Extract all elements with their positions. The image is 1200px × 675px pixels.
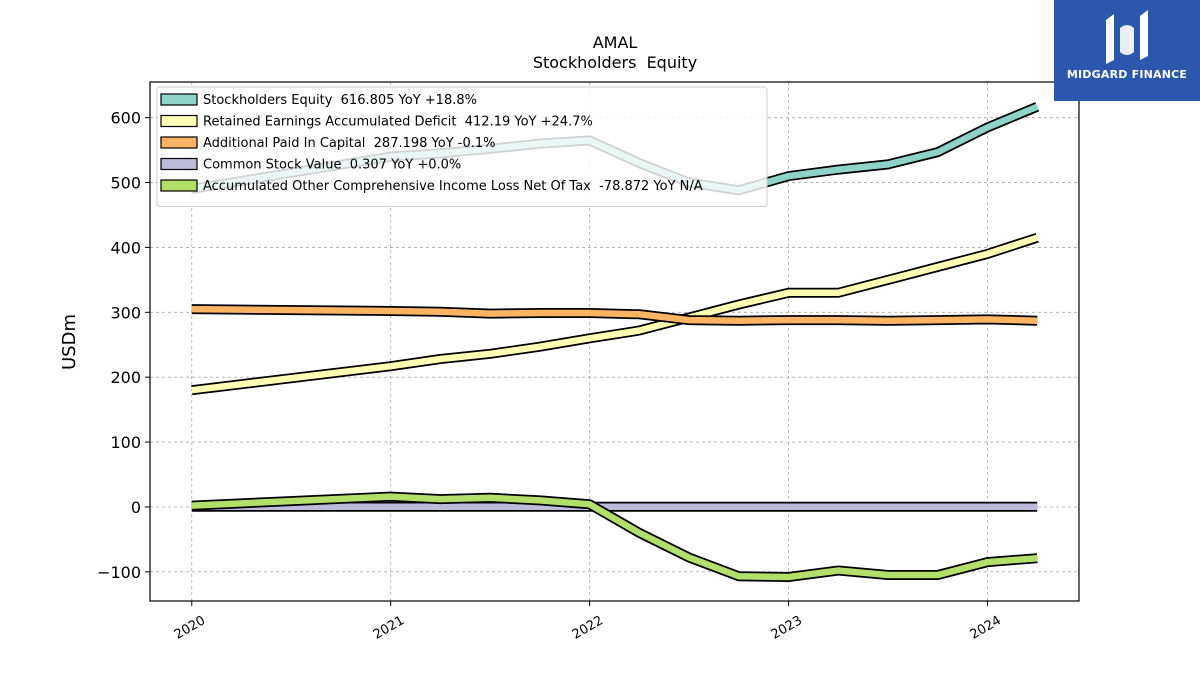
y-tick-label: 300 [110,303,141,322]
x-tick-label: 2024 [968,613,1004,643]
midgard-finance-logo: MIDGARD FINANCE [1054,0,1200,101]
y-tick-label: 0 [131,498,141,517]
x-tick-label: 2021 [371,613,407,643]
x-tick-label: 2023 [769,613,805,643]
y-axis-label: USDm [59,314,80,370]
y-tick-label: 100 [110,433,141,452]
y-tick-label: 500 [110,174,141,193]
legend-swatch [160,93,198,106]
series-stroke [191,305,1038,324]
y-tick-label: 200 [110,368,141,387]
logo-text: MIDGARD FINANCE [1066,68,1188,81]
legend-label: Additional Paid In Capital 287.198 YoY -… [203,136,496,151]
series-line-4 [191,491,1038,583]
chart-title: AMAL [593,33,638,52]
legend-swatch [160,157,198,171]
series-line-2 [191,304,1038,326]
chart-subtitle: Stockholders Equity [533,53,697,72]
legend-box [156,86,768,207]
legend-label: Accumulated Other Comprehensive Income L… [203,179,703,194]
x-tick-label: 2022 [570,613,606,643]
y-tick-label: 600 [110,109,141,128]
series-layer [190,102,1040,583]
x-tick-label: 2020 [172,613,208,643]
legend-swatch [160,114,198,128]
logo-mark-icon [1106,10,1148,64]
legend-label: Common Stock Value 0.307 YoY +0.0% [203,158,461,173]
legend-swatch [160,136,198,149]
legend-label: Retained Earnings Accumulated Deficit 41… [203,115,593,130]
legend-label: Stockholders Equity 616.805 YoY +18.8% [203,93,477,108]
legend-swatch [160,179,198,192]
plot-frame [149,81,1080,602]
y-tick-label: 400 [110,238,141,257]
legend: Stockholders Equity 616.805 YoY +18.8% Re… [156,86,768,207]
y-tick-label: −100 [97,563,141,582]
series-stroke [191,493,1038,581]
